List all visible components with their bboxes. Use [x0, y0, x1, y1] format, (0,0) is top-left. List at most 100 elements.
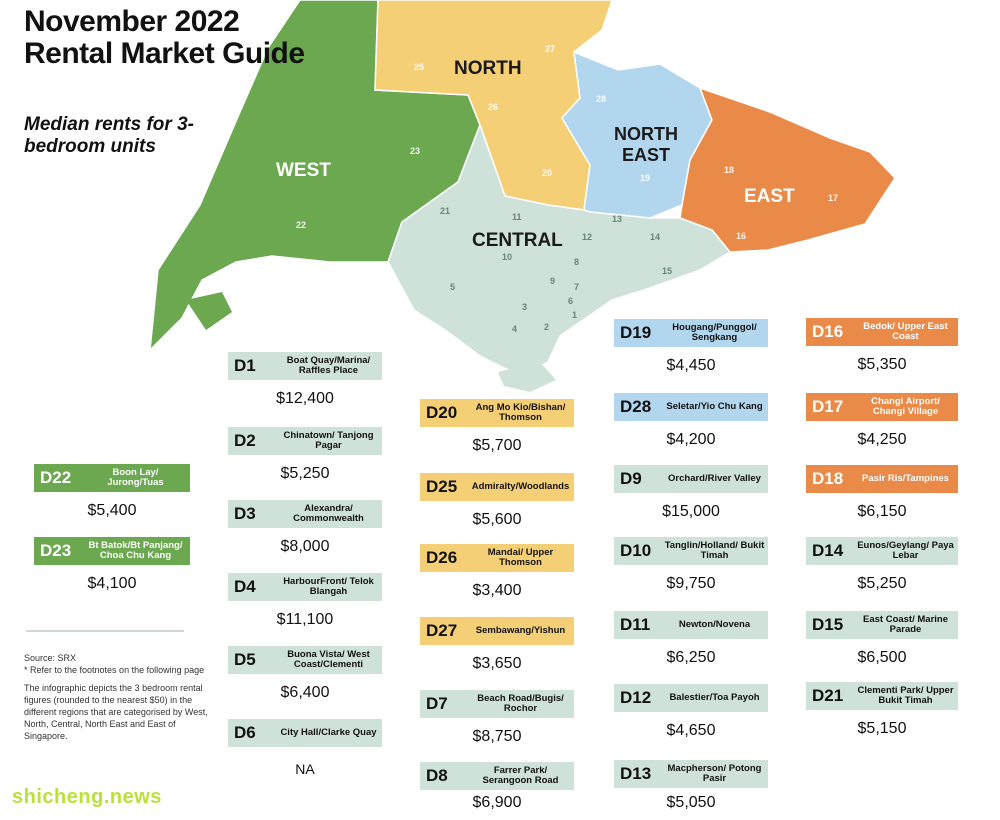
- district-card-d17: D17 Changi Airport/ Changi Village $4,250: [806, 393, 958, 449]
- district-code: D27: [426, 621, 458, 640]
- description-line: The infographic depicts the 3 bedroom re…: [24, 683, 208, 741]
- district-rent: $4,200: [666, 431, 716, 448]
- district-code: D15: [812, 615, 844, 634]
- district-area: Eunos/Geylang/ Paya Lebar: [857, 540, 954, 561]
- district-card-d28: D28 Seletar/Yio Chu Kang $4,200: [614, 393, 768, 449]
- district-code: D11: [620, 615, 651, 634]
- district-card-d5: D5 Buona Vista/ West Coast/Clementi $6,40…: [228, 646, 382, 702]
- district-code: D21: [812, 686, 844, 705]
- district-rent: $5,250: [280, 465, 330, 482]
- district-card-d27: D27 Sembawang/Yishun $3,650: [420, 617, 574, 673]
- district-card-d12: D12 Balestier/Toa Payoh $4,650: [614, 684, 768, 740]
- district-card-d23: D23 Bt Batok/Bt Panjang/ Choa Chu Kang $4…: [34, 537, 190, 593]
- district-rent: $15,000: [662, 503, 720, 520]
- region-label-central: CENTRAL: [472, 230, 563, 251]
- district-area: Alexandra/ Commonwealth: [293, 503, 364, 524]
- district-card-d13: D13 Macpherson/ Potong Pasir $5,050: [614, 760, 768, 812]
- district-rent: $5,350: [857, 356, 907, 373]
- district-area: Macpherson/ Potong Pasir: [667, 763, 762, 784]
- district-number: 5: [450, 282, 455, 292]
- district-rent: $5,250: [857, 575, 907, 592]
- district-rent: $6,400: [280, 684, 330, 701]
- region-north-east: [561, 50, 713, 219]
- district-rent: $11,100: [276, 611, 334, 628]
- district-card-d4: D4 HarbourFront/ Telok Blangah $11,100: [228, 573, 382, 629]
- district-number: 15: [662, 266, 672, 276]
- district-number: 4: [512, 324, 517, 334]
- district-area: Changi Airport/ Changi Village: [871, 396, 940, 417]
- district-card-d22: D22 Boon Lay/ Jurong/Tuas $5,400: [34, 464, 190, 520]
- district-card-d10: D10 Tanglin/Holland/ Bukit Timah $9,750: [614, 537, 768, 593]
- district-code: D14: [812, 541, 844, 560]
- district-number: 8: [574, 257, 579, 267]
- district-rent: $5,400: [87, 502, 137, 519]
- district-code: D23: [40, 541, 72, 560]
- district-rent: $6,150: [857, 503, 907, 520]
- district-area: City Hall/Clarke Quay: [280, 727, 377, 738]
- district-rent: $8,750: [472, 728, 522, 745]
- district-code: D22: [40, 468, 72, 487]
- district-number: 17: [828, 193, 838, 203]
- district-card-d9: D9 Orchard/River Valley $15,000: [614, 465, 768, 521]
- watermark: shicheng.news: [12, 786, 162, 808]
- district-code: D26: [426, 548, 458, 567]
- district-code: D5: [234, 650, 256, 669]
- district-number: 28: [596, 94, 606, 104]
- region-east: [679, 86, 896, 253]
- page-subtitle: Median rents for 3-bedroom units: [24, 114, 194, 157]
- district-area: Clementi Park/ Upper Bukit Timah: [857, 685, 954, 706]
- district-code: D1: [234, 356, 256, 375]
- page-title: November 2022 Rental Market Guide: [24, 5, 305, 70]
- district-rent: $4,450: [666, 357, 716, 374]
- island: [186, 292, 232, 330]
- footnote-line: * Refer to the footnotes on the followin…: [24, 665, 205, 675]
- district-number: 21: [440, 206, 450, 216]
- region-label-west: WEST: [276, 160, 331, 181]
- district-area: Ang Mo Kio/Bishan/ Thomson: [475, 402, 566, 423]
- source-notes: Source: SRX * Refer to the footnotes on …: [24, 652, 214, 748]
- district-code: D20: [426, 403, 458, 422]
- district-rent: $3,400: [472, 582, 522, 599]
- district-area: Boon Lay/ Jurong/Tuas: [107, 467, 164, 488]
- district-area: Balestier/Toa Payoh: [669, 692, 760, 703]
- island: [498, 362, 556, 392]
- district-code: D19: [620, 323, 652, 342]
- district-number: 11: [512, 212, 522, 222]
- district-rent: $12,400: [276, 390, 334, 407]
- district-area: HarbourFront/ Telok Blangah: [283, 576, 374, 597]
- district-rent: $5,150: [857, 720, 907, 737]
- district-area: Mandai/ Upper Thomson: [487, 547, 554, 568]
- district-number: 16: [736, 231, 746, 241]
- district-rent: $5,600: [472, 511, 522, 528]
- district-number: 23: [410, 146, 420, 156]
- district-area: Seletar/Yio Chu Kang: [666, 401, 763, 412]
- district-rent: $4,250: [857, 431, 907, 448]
- district-card-d2: D2 Chinatown/ Tanjong Pagar $5,250: [228, 427, 382, 483]
- district-area: Bt Batok/Bt Panjang/ Choa Chu Kang: [88, 540, 183, 561]
- district-rent: $6,250: [666, 649, 716, 666]
- district-number: 27: [545, 44, 555, 54]
- district-number: 12: [582, 232, 592, 242]
- district-number: 9: [550, 276, 555, 286]
- district-number: 26: [488, 102, 498, 112]
- district-number: 18: [724, 165, 734, 175]
- district-number: 6: [568, 296, 573, 306]
- district-card-d21: D21 Clementi Park/ Upper Bukit Timah $5,1…: [806, 682, 958, 738]
- district-code: D7: [426, 694, 448, 713]
- district-rent: $5,700: [472, 437, 522, 454]
- district-rent: $3,650: [472, 655, 522, 672]
- region-label-north-east: NORTH EAST: [614, 124, 678, 165]
- district-card-d20: D20 Ang Mo Kio/Bishan/ Thomson $5,700: [420, 399, 574, 455]
- district-rent: NA: [295, 761, 315, 777]
- source-line: Source: SRX: [24, 653, 77, 663]
- district-code: D3: [234, 504, 256, 523]
- district-card-d16: D16 Bedok/ Upper East Coast $5,350: [806, 318, 958, 374]
- district-number: 19: [640, 173, 650, 183]
- district-code: D13: [620, 764, 652, 783]
- district-area: Hougang/Punggol/ Sengkang: [672, 322, 757, 343]
- district-area: Orchard/River Valley: [668, 473, 761, 484]
- divider: [26, 630, 184, 632]
- district-area: Boat Quay/Marina/ Raffles Place: [286, 355, 371, 376]
- district-card-d26: D26 Mandai/ Upper Thomson $3,400: [420, 544, 574, 600]
